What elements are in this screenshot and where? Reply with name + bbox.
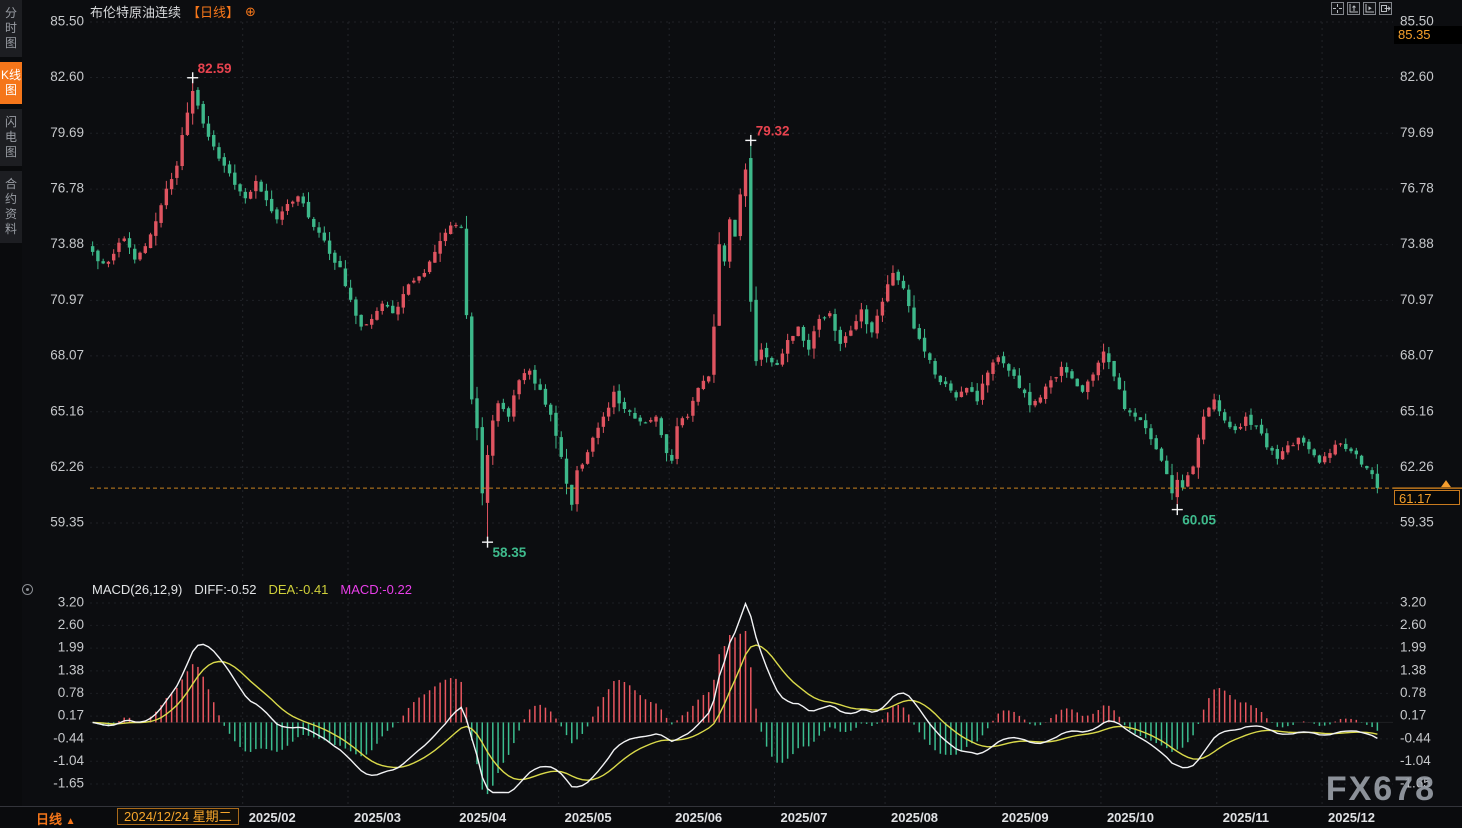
price-tick-label-left: 85.50	[50, 14, 84, 29]
macd-tick-label-right: -0.44	[1400, 730, 1431, 745]
first-bar-date-box: 2024/12/24 星期二	[117, 808, 239, 825]
macd-tick-label-right: 1.99	[1400, 640, 1426, 655]
month-label: 2025/12	[1328, 810, 1375, 825]
month-label: 2025/07	[780, 810, 828, 825]
price-tick-label-left: 73.88	[50, 236, 84, 251]
month-label: 2025/06	[675, 810, 723, 825]
price-tick-label-right: 59.35	[1400, 515, 1434, 530]
period-tag: 【日线】	[187, 4, 240, 20]
macd-tick-label-right: -1.04	[1400, 753, 1431, 768]
month-label: 2025/10	[1106, 810, 1154, 825]
price-tick-label-right: 82.60	[1400, 69, 1434, 84]
fx678-watermark: FX678	[1325, 770, 1436, 808]
macd-tick-label-left: 0.78	[58, 685, 84, 700]
chevron-up-icon: ▲	[65, 816, 76, 827]
price-tick-label-right: 76.78	[1400, 181, 1434, 196]
macd-label-row: MACD(26,12,9) DIFF:-0.52 DEA:-0.41 MACD:…	[92, 582, 412, 597]
macd-params-label: MACD(26,12,9)	[92, 582, 183, 597]
price-tick-label-left: 82.60	[50, 69, 84, 84]
price-tick-label-left: 59.35	[50, 515, 84, 530]
month-label: 2025/08	[891, 810, 939, 825]
instrument-title: 布伦特原油连续	[90, 4, 182, 20]
macd-tick-label-left: -1.65	[53, 776, 84, 791]
price-tick-label-left: 76.78	[50, 181, 84, 196]
macd-tick-label-right: 0.78	[1400, 685, 1426, 700]
macd-tick-label-left: 1.99	[58, 640, 84, 655]
price-marker-icon	[1441, 480, 1451, 488]
month-label: 2025/05	[564, 810, 612, 825]
price-tick-label-left: 68.07	[50, 347, 84, 362]
macd-tick-label-right: 1.38	[1400, 662, 1426, 677]
period-selector[interactable]: 日线 ▲	[36, 812, 76, 827]
sidebar-item-lightning-chart[interactable]: 闪电图	[0, 109, 22, 166]
macd-tick-label-left: 2.60	[58, 617, 84, 632]
chart-toolbar	[1331, 2, 1392, 15]
indicator-settings-icon[interactable]: ⊕	[245, 3, 256, 19]
macd-tick-label-left: 0.17	[58, 708, 84, 723]
sidebar-item-timeshare-chart[interactable]: 分时图	[0, 0, 22, 57]
chart-plot-area[interactable]	[90, 22, 1393, 804]
sidebar-item-contract-info[interactable]: 合约资料	[0, 171, 22, 243]
range-high-badge: 85.35	[1394, 26, 1462, 44]
macd-tick-label-right: 2.60	[1400, 617, 1426, 632]
price-tick-label-right: 70.97	[1400, 292, 1434, 307]
macd-tick-label-left: -0.44	[53, 730, 84, 745]
price-tick-label-left: 65.16	[50, 403, 84, 418]
export-icon[interactable]	[1379, 2, 1392, 15]
last-price-badge: 61.17	[1394, 490, 1460, 506]
macd-tick-label-right: 0.17	[1400, 708, 1426, 723]
month-label: 2025/11	[1222, 810, 1270, 825]
price-tick-label-right: 73.88	[1400, 236, 1434, 251]
month-label: 2025/04	[459, 810, 507, 825]
price-tick-label-right: 68.07	[1400, 347, 1434, 362]
axis-range-icon[interactable]	[1347, 2, 1360, 15]
macd-dea-value: DEA:-0.41	[268, 582, 329, 597]
month-label: 2025/02	[248, 810, 296, 825]
macd-macd-value: MACD:-0.22	[340, 582, 412, 597]
macd-tick-label-left: 1.38	[58, 662, 84, 677]
macd-tick-label-left: -1.04	[53, 753, 84, 768]
macd-diff-value: DIFF:-0.52	[194, 582, 257, 597]
axis-auto-icon[interactable]	[1363, 2, 1376, 15]
price-tick-label-left: 70.97	[50, 292, 84, 307]
price-tick-label-right: 65.16	[1400, 403, 1434, 418]
price-tick-label-left: 79.69	[50, 125, 84, 140]
title-row: 布伦特原油连续 【日线】 ⊕	[90, 3, 256, 20]
macd-tick-label-right: 3.20	[1400, 595, 1426, 610]
crosshair-icon[interactable]	[1331, 2, 1344, 15]
price-tick-label-right: 79.69	[1400, 125, 1434, 140]
month-label: 2025/03	[354, 810, 401, 825]
time-axis-bar: 日线 ▲ 2024/12/24 星期二 2025/02 2025/03 2025/0…	[0, 806, 1462, 827]
price-tick-label-right: 62.26	[1400, 459, 1434, 474]
price-tick-label-left: 62.26	[50, 459, 84, 474]
macd-tick-label-left: 3.20	[58, 595, 84, 610]
sidebar-item-kline-chart[interactable]: K线图	[0, 62, 22, 104]
indicator-toggle-icon[interactable]	[22, 584, 33, 595]
month-label: 2025/09	[1001, 810, 1049, 825]
left-sidebar: 分时图 K线图闪电图合约资料	[0, 0, 22, 826]
